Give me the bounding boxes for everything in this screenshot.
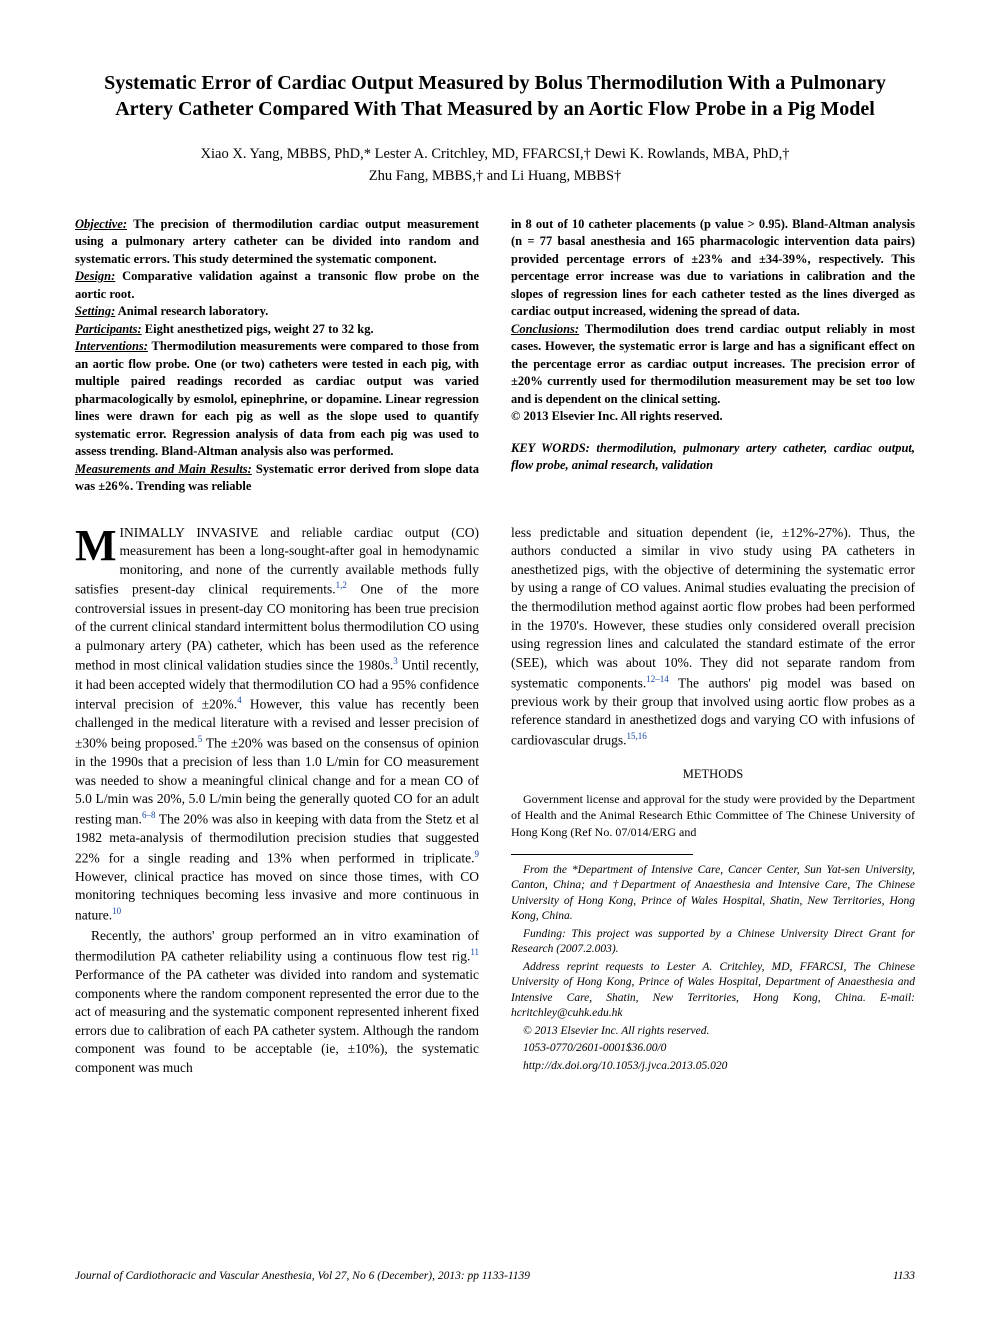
affil-p2: Funding: This project was supported by a… (511, 927, 915, 958)
copyright-text: © 2013 Elsevier Inc. All rights reserved… (511, 408, 915, 426)
methods-heading: METHODS (511, 766, 915, 783)
body-p2b: Performance of the PA catheter was divid… (75, 967, 479, 1075)
participants-text: Eight anesthetized pigs, weight 27 to 32… (142, 322, 374, 336)
methods-paragraph: Government license and approval for the … (511, 791, 915, 840)
affiliation-block: From the *Department of Intensive Care, … (511, 863, 915, 1075)
body-p2a: Recently, the authors' group performed a… (75, 928, 479, 963)
interventions-label: Interventions: (75, 339, 148, 353)
ref-12-14[interactable]: 12–14 (646, 674, 669, 684)
article-title: Systematic Error of Cardiac Output Measu… (75, 70, 915, 122)
ref-15-16[interactable]: 15,16 (626, 731, 646, 741)
body-r-p1a: less predictable and situation dependent… (511, 525, 915, 691)
abstract-right-col: in 8 out of 10 catheter placements (p va… (511, 216, 915, 496)
results-label: Measurements and Main Results: (75, 462, 252, 476)
body-left-col: MINIMALLY INVASIVE and reliable cardiac … (75, 524, 479, 1080)
setting-label: Setting: (75, 304, 115, 318)
affil-p4: © 2013 Elsevier Inc. All rights reserved… (511, 1024, 915, 1040)
authors-line-1: Xiao X. Yang, MBBS, PhD,* Lester A. Crit… (201, 146, 790, 162)
design-text: Comparative validation against a transon… (75, 269, 479, 301)
objective-label: Objective: (75, 217, 127, 231)
keywords-label: KEY WORDS: (511, 441, 590, 455)
abstract-left-col: Objective: The precision of thermodiluti… (75, 216, 479, 496)
footer-page-number: 1133 (893, 1270, 915, 1282)
ref-6-8[interactable]: 6–8 (142, 810, 156, 820)
authors-block: Xiao X. Yang, MBBS, PhD,* Lester A. Crit… (75, 144, 915, 188)
body-right-col: less predictable and situation dependent… (511, 524, 915, 1080)
dropcap: M (75, 524, 120, 566)
ref-11[interactable]: 11 (470, 947, 479, 957)
affil-p5: 1053-0770/2601-0001$36.00/0 (511, 1041, 915, 1057)
ref-9[interactable]: 9 (475, 849, 480, 859)
objective-text: The precision of thermodilution cardiac … (75, 217, 479, 266)
abstract-container: Objective: The precision of thermodiluti… (75, 216, 915, 496)
affil-p1: From the *Department of Intensive Care, … (511, 863, 915, 925)
setting-text: Animal research laboratory. (115, 304, 268, 318)
affil-p3: Address reprint requests to Lester A. Cr… (511, 960, 915, 1022)
keywords-block: KEY WORDS: thermodilution, pulmonary art… (511, 440, 915, 475)
authors-line-2: Zhu Fang, MBBS,† and Li Huang, MBBS† (369, 168, 622, 184)
abstract-continuation: in 8 out of 10 catheter placements (p va… (511, 216, 915, 321)
affil-p6[interactable]: http://dx.doi.org/10.1053/j.jvca.2013.05… (511, 1059, 915, 1075)
ref-10[interactable]: 10 (112, 906, 121, 916)
page-footer: Journal of Cardiothoracic and Vascular A… (75, 1270, 915, 1282)
affil-divider (511, 854, 693, 855)
participants-label: Participants: (75, 322, 142, 336)
ref-1-2[interactable]: 1,2 (336, 580, 347, 590)
footer-journal-info: Journal of Cardiothoracic and Vascular A… (75, 1270, 530, 1282)
design-label: Design: (75, 269, 115, 283)
body-container: MINIMALLY INVASIVE and reliable cardiac … (75, 524, 915, 1080)
body-p1g: However, clinical practice has moved on … (75, 869, 479, 923)
interventions-text: Thermodilution measurements were compare… (75, 339, 479, 458)
conclusions-label: Conclusions: (511, 322, 579, 336)
